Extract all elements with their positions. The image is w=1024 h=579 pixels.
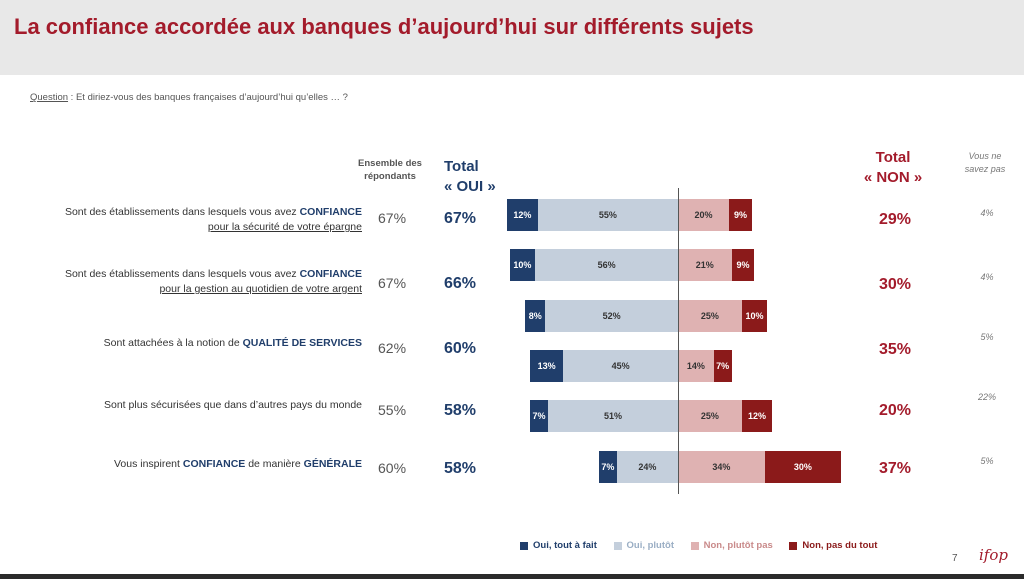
question-line: Question : Et diriez-vous des banques fr… [30,92,348,103]
bar-segment: 13% [530,350,564,382]
question-text: Et diriez-vous des banques françaises d’… [73,92,348,103]
nsp-value: 4% [980,208,994,218]
total-oui-value: 66% [444,275,477,292]
total-non-value: 35% [878,341,912,358]
row-label-line2: pour la sécurité de votre épargne [207,221,362,233]
row-label-plus-securisees: Sont plus sécurisées que dans d’autres p… [104,398,362,413]
header-ensemble: Ensemble des répondants [345,157,435,183]
row-label-text: Sont des établissements dans lesquels vo… [64,206,300,218]
header-non-line1: Total [875,149,911,166]
row-label-bold: CONFIANCE [299,268,362,280]
row-label-text: Sont des établissements dans lesquels vo… [64,268,300,280]
legend-label: Oui, plutôt [626,540,675,551]
bar-segment: 7% [598,451,617,483]
row-label-confiance-generale: Vous inspirent CONFIANCE de manière GÉNÉ… [114,457,362,472]
legend-item-oui-plutot: Oui, plutôt [613,540,675,551]
row-label-text: Sont plus sécurisées que dans d’autres p… [104,399,362,411]
header-total-oui: Total « OUI » [436,157,516,197]
bar-segment: 7% [713,350,732,382]
header-total-non: Total « NON » [848,148,938,188]
row-label-bold: CONFIANCE [299,206,362,218]
header-nsp-line2: savez pas [964,164,1006,174]
ensemble-value: 55% [378,402,407,418]
row-label-bold: CONFIANCE [182,458,246,470]
page-number: 7 [952,553,958,564]
legend-swatch [520,541,528,550]
row-label-securite-epargne: Sont des établissements dans lesquels vo… [65,205,362,235]
ensemble-value: 67% [378,210,407,226]
ensemble-value: 67% [378,275,407,291]
bar-segment: 8% [525,300,546,332]
bar-segment: 25% [678,400,742,432]
ensemble-value: 62% [378,340,407,356]
nsp-value: 5% [980,332,994,342]
total-oui-value: 60% [444,340,477,357]
legend-swatch [613,541,622,550]
row-label-line2: pour la gestion au quotidien de votre ar… [159,283,362,295]
zero-axis-line [678,188,679,494]
bar-segment: 25% [678,300,742,332]
nsp-value: 4% [980,272,994,282]
bar-segment: 34% [678,451,765,483]
bar-segment: 45% [563,350,678,382]
total-oui-value: 58% [444,402,477,419]
ensemble-value: 60% [378,460,407,476]
bar-segment: 10% [741,300,768,332]
row-label-bold: GÉNÉRALE [303,458,362,470]
bar-segment: 12% [507,199,538,231]
bar-segment: 14% [678,350,714,382]
row-label-bold: QUALITÉ DE SERVICES [242,337,362,349]
nsp-value: 5% [980,456,994,466]
chart-legend: Oui, tout à fait Oui, plutôt Non, plutôt… [520,540,891,553]
question-separator: : [68,92,74,103]
bar-segment: 9% [729,199,752,231]
header-nsp-line1: Vous ne [968,151,1002,161]
bar-segment: 7% [530,400,548,432]
bar-segment: 10% [509,249,536,281]
bottom-border [0,574,1024,579]
bar-segment: 52% [545,300,678,332]
bar-segment: 21% [678,249,732,281]
row-label-text: Sont attachées à la notion de [103,337,243,349]
legend-item-oui-tout-a-fait: Oui, tout à fait [520,540,597,551]
header-oui-line1: Total [444,158,479,175]
total-non-value: 20% [878,402,912,419]
title-banner: La confiance accordée aux banques d’aujo… [0,0,1024,75]
bar-segment: 9% [731,249,755,281]
legend-item-non-pas-du-tout: Non, pas du tout [789,540,877,551]
total-non-value: 37% [878,460,912,477]
row-label-gestion-argent: Sont des établissements dans lesquels vo… [65,267,362,297]
bar-segment: 51% [547,400,678,432]
bar-segment: 30% [764,451,842,483]
total-non-value: 30% [878,276,912,293]
nsp-value: 22% [977,392,996,402]
legend-label: Oui, tout à fait [533,540,597,551]
question-label: Question [30,92,69,103]
header-non-line2: « NON » [863,169,923,186]
header-ensemble-line2: répondants [364,171,416,182]
ifop-logo: ifop [979,546,1008,564]
total-oui-value: 67% [444,210,477,227]
row-label-text: de manière [245,458,304,470]
bar-segment: 55% [537,199,678,231]
bar-segment: 24% [616,451,678,483]
total-oui-value: 58% [444,460,477,477]
header-ensemble-line1: Ensemble des [358,158,422,169]
total-non-value: 29% [878,211,912,228]
legend-swatch [690,541,699,550]
header-nsp: Vous ne savez pas [950,150,1020,176]
bar-segment: 20% [678,199,729,231]
slide-title: La confiance accordée aux banques d’aujo… [14,14,754,39]
legend-label: Non, plutôt pas [703,540,773,551]
row-label-qualite-services: Sont attachées à la notion de QUALITÉ DE… [104,336,362,351]
bar-segment: 56% [535,249,678,281]
legend-item-non-plutot-pas: Non, plutôt pas [690,540,773,551]
legend-label: Non, pas du tout [802,540,878,551]
header-oui-line2: « OUI » [444,178,496,195]
bar-segment: 12% [741,400,773,432]
legend-swatch [789,541,798,550]
row-label-text: Vous inspirent [113,458,183,470]
